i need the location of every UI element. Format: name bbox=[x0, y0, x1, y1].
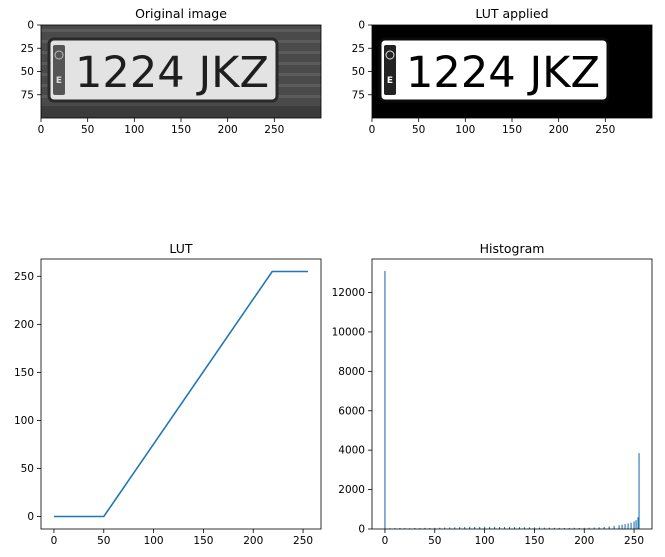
original-image-picture: E 1224 JKZ bbox=[41, 25, 321, 118]
x-tick-label: 50 bbox=[412, 124, 425, 136]
plate-scene: E 1224 JKZ bbox=[372, 25, 652, 118]
y-tick-label: 75 bbox=[21, 89, 34, 101]
histogram-axes: 0 50 100 150 200 250 0 2000 4000 6000 8000 10000 120… bbox=[332, 258, 653, 547]
plate-eu-stars bbox=[385, 50, 395, 60]
y-tick-label: 25 bbox=[21, 43, 34, 55]
x-tick-label: 250 bbox=[293, 535, 313, 547]
y-tick-label: 0 bbox=[358, 524, 365, 536]
y-tick-label: 4000 bbox=[338, 445, 365, 457]
lut-series-line bbox=[54, 270, 308, 518]
y-tick-label: 25 bbox=[352, 43, 365, 55]
original-image-title: Original image bbox=[135, 6, 227, 21]
y-tick-label: 0 bbox=[27, 20, 34, 32]
axes-frame bbox=[371, 258, 653, 530]
x-tick-label: 150 bbox=[193, 535, 213, 547]
x-tick-label: 0 bbox=[51, 535, 58, 547]
lut-applied-picture: E 1224 JKZ bbox=[372, 25, 652, 118]
bumper-shade bbox=[372, 106, 652, 118]
y-tick-label: 100 bbox=[14, 415, 34, 427]
axes-frame bbox=[40, 258, 322, 530]
x-tick-label: 100 bbox=[455, 124, 475, 136]
x-tick-label: 150 bbox=[171, 124, 191, 136]
y-tick-label: 6000 bbox=[338, 405, 365, 417]
original-image-axes: 0 50 100 150 200 250 0 25 50 75 bbox=[21, 20, 322, 136]
x-tick-label: 100 bbox=[144, 535, 164, 547]
y-tick-label: 2000 bbox=[338, 484, 365, 496]
lut-axes: 0 50 100 150 200 250 0 50 100 150 200 250 bbox=[14, 258, 322, 547]
x-tick-label: 0 bbox=[369, 124, 376, 136]
axes-frame bbox=[371, 24, 653, 119]
y-tick-label: 10000 bbox=[332, 326, 365, 338]
grille-stripe bbox=[41, 29, 321, 32]
lut-applied-title: LUT applied bbox=[475, 6, 548, 21]
lut-panel: LUT 0 50 100 150 200 250 0 50 100 150 200 250 bbox=[14, 241, 322, 547]
y-tick-label: 150 bbox=[14, 367, 34, 379]
x-tick-label: 50 bbox=[97, 535, 110, 547]
y-tick-label: 50 bbox=[21, 66, 34, 78]
plate-badge: E bbox=[56, 76, 62, 86]
plate-body bbox=[47, 37, 279, 103]
x-tick-label: 50 bbox=[428, 535, 441, 547]
histogram-title: Histogram bbox=[480, 241, 545, 256]
original-image-panel: Original image E 1224 JKZ 0 50 100 150 200 250… bbox=[21, 6, 322, 136]
x-tick-label: 250 bbox=[264, 124, 284, 136]
x-tick-label: 200 bbox=[218, 124, 238, 136]
y-tick-label: 50 bbox=[21, 463, 34, 475]
plate-body bbox=[378, 37, 610, 103]
plate-scene: E 1224 JKZ bbox=[41, 25, 321, 118]
plate-number: 1224 JKZ bbox=[406, 48, 600, 98]
y-tick-label: 12000 bbox=[332, 287, 365, 299]
y-tick-label: 0 bbox=[358, 20, 365, 32]
x-tick-label: 150 bbox=[524, 535, 544, 547]
plate-eu-strip bbox=[53, 45, 65, 95]
y-tick-label: 250 bbox=[14, 271, 34, 283]
y-tick-label: 75 bbox=[352, 89, 365, 101]
plate-eu-stars bbox=[54, 50, 64, 60]
x-tick-label: 0 bbox=[382, 535, 389, 547]
x-tick-label: 200 bbox=[549, 124, 569, 136]
x-tick-label: 250 bbox=[595, 124, 615, 136]
lut-applied-panel: LUT applied E 1224 JKZ 0 50 100 150 200 250 0 25… bbox=[352, 6, 653, 136]
y-tick-label: 50 bbox=[352, 66, 365, 78]
axes-frame bbox=[40, 24, 322, 119]
y-tick-label: 200 bbox=[14, 319, 34, 331]
plate-number: 1224 JKZ bbox=[75, 48, 269, 98]
plate-eu-strip bbox=[384, 45, 396, 95]
x-tick-label: 50 bbox=[81, 124, 94, 136]
x-tick-label: 200 bbox=[243, 535, 263, 547]
x-tick-label: 200 bbox=[574, 535, 594, 547]
x-tick-label: 250 bbox=[624, 535, 644, 547]
lut-applied-axes: 0 50 100 150 200 250 0 25 50 75 bbox=[352, 20, 653, 136]
x-tick-label: 150 bbox=[502, 124, 522, 136]
x-tick-label: 0 bbox=[38, 124, 45, 136]
plate-badge: E bbox=[387, 76, 393, 86]
histogram-panel: Histogram 0 50 100 150 200 250 0 2000 4000 6000 80… bbox=[332, 241, 653, 547]
y-tick-label: 0 bbox=[27, 511, 34, 523]
x-tick-label: 100 bbox=[124, 124, 144, 136]
y-tick-label: 8000 bbox=[338, 366, 365, 378]
lut-title: LUT bbox=[169, 241, 192, 256]
x-tick-label: 100 bbox=[475, 535, 495, 547]
bumper-shade bbox=[41, 106, 321, 118]
